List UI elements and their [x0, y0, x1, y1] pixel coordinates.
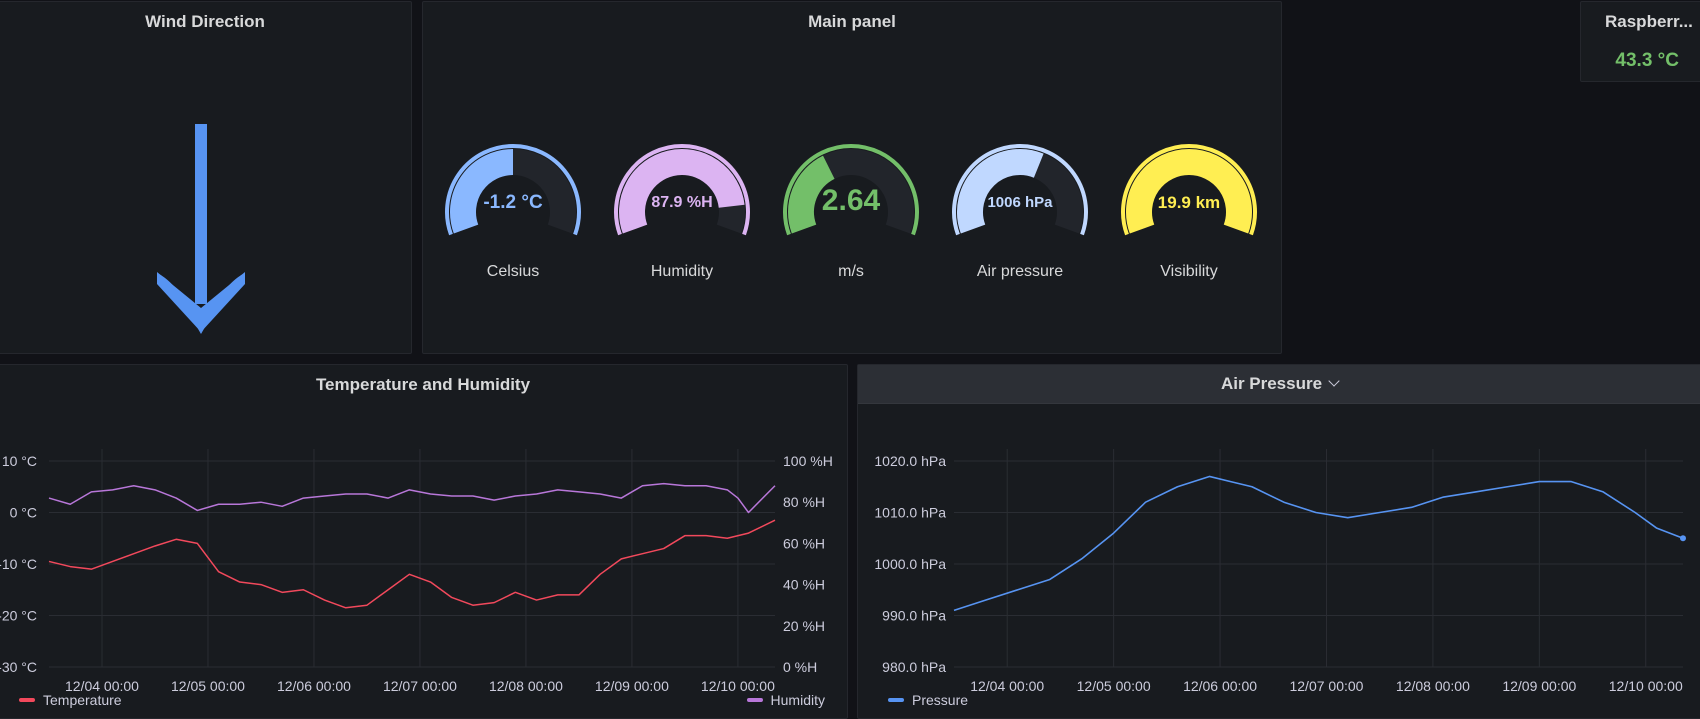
- gauge-air-pressure: 1006 hPa Air pressure: [940, 132, 1100, 280]
- panel-title: Raspberr...: [1605, 12, 1693, 31]
- gauge-threshold-ring: [783, 144, 919, 236]
- y-tick-label: 1000.0 hPa: [874, 556, 946, 572]
- x-tick-label: 12/06 00:00: [277, 678, 351, 694]
- gauge-threshold-ring: [614, 144, 750, 236]
- panel-title: Air Pressure: [1220, 374, 1323, 393]
- y2-tick-label: 20 %H: [783, 618, 825, 634]
- x-tick-label: 12/07 00:00: [1289, 678, 1363, 694]
- legend-label: Temperature: [43, 692, 122, 708]
- y2-tick-label: 100 %H: [783, 453, 833, 469]
- series-line-pressure: [953, 475, 1684, 612]
- air-pressure-panel: Air Pressure 1020.0 hPa 1010.0 hPa 1000.0 …: [857, 364, 1700, 719]
- temperature-humidity-panel: Temperature and Humidity 10 °C 0 °C -10 °C…: [0, 364, 848, 719]
- gauge-m-s: 2.64 m/s: [771, 132, 931, 280]
- y-tick-label: 1020.0 hPa: [874, 453, 946, 469]
- panel-header[interactable]: Air Pressure: [858, 365, 1700, 404]
- y-tick-label: 10 °C: [2, 453, 37, 469]
- y2-tick-label: 60 %H: [783, 535, 825, 551]
- y-tick-label: -20 °C: [0, 608, 37, 624]
- y2-tick-label: 0 %H: [783, 659, 817, 675]
- stat-value: 43.3 °C: [1615, 50, 1679, 71]
- arrow-down-icon: [157, 124, 245, 334]
- legend-item-pressure[interactable]: Pressure: [888, 692, 968, 708]
- x-tick-label: 12/09 00:00: [1502, 678, 1576, 694]
- legend-item-humidity[interactable]: Humidity: [746, 692, 825, 708]
- x-tick-label: 12/10 00:00: [701, 678, 775, 694]
- legend-label: Humidity: [770, 692, 825, 708]
- gauge-value: -1.2 °C: [483, 192, 543, 213]
- y-tick-label: 0 °C: [10, 505, 37, 521]
- y2-tick-label: 40 %H: [783, 577, 825, 593]
- x-tick-label: 12/05 00:00: [171, 678, 245, 694]
- x-tick-label: 12/04 00:00: [970, 678, 1044, 694]
- x-tick-label: 12/07 00:00: [383, 678, 457, 694]
- air-pressure-chart: 1020.0 hPa 1010.0 hPa 1000.0 hPa 990.0 hPa 9…: [874, 449, 1686, 694]
- raspberry-stat-panel: Raspberr... 43.3 °C: [1580, 1, 1700, 82]
- gauge-label: m/s: [838, 263, 864, 280]
- gauge-threshold-ring: [445, 144, 581, 236]
- legend-swatch: [19, 698, 35, 702]
- legend-swatch: [746, 698, 763, 702]
- wind-direction-panel: Wind Direction: [0, 1, 412, 354]
- panel-title: Wind Direction: [145, 12, 265, 31]
- gauge-value: 1006 hPa: [987, 194, 1053, 211]
- x-tick-label: 12/05 00:00: [1077, 678, 1151, 694]
- temperature-humidity-chart: 10 °C 0 °C -10 °C -20 °C -30 °C 100 %H 80 %H 60…: [0, 449, 833, 694]
- panel-title: Temperature and Humidity: [315, 375, 531, 394]
- y-tick-label: -10 °C: [0, 556, 37, 572]
- gauge-fill: [450, 149, 514, 234]
- gauge-visibility: 19.9 km Visibility: [1109, 132, 1269, 280]
- legend-label: Pressure: [912, 692, 969, 708]
- main-panel: Main panel -1.2 °C Celsius 87.9 %H Humidity…: [422, 1, 1282, 354]
- gauge-fill: [1126, 149, 1252, 234]
- chevron-down-icon[interactable]: [1328, 375, 1340, 387]
- gauge-label: Visibility: [1160, 263, 1218, 280]
- x-tick-label: 12/08 00:00: [1396, 678, 1470, 694]
- series-endpoint: [1680, 535, 1686, 542]
- legend-swatch: [888, 698, 904, 702]
- y-tick-label: -30 °C: [0, 659, 37, 675]
- gauge-value: 87.9 %H: [651, 194, 713, 211]
- series-line-temperature: [48, 519, 776, 609]
- x-tick-label: 12/10 00:00: [1609, 678, 1683, 694]
- gauge-label: Celsius: [486, 263, 540, 280]
- legend-item-temperature[interactable]: Temperature: [19, 692, 122, 708]
- y-tick-label: 1010.0 hPa: [874, 505, 946, 521]
- gauge-humidity: 87.9 %H Humidity: [602, 132, 762, 280]
- x-tick-label: 12/06 00:00: [1183, 678, 1257, 694]
- gauge-threshold-ring: [1121, 144, 1257, 236]
- y2-tick-label: 80 %H: [783, 494, 825, 510]
- x-tick-label: 12/04 00:00: [65, 678, 139, 694]
- x-tick-label: 12/09 00:00: [595, 678, 669, 694]
- gauge-celsius: -1.2 °C Celsius: [433, 132, 593, 280]
- gauge-fill: [957, 149, 1044, 234]
- gauge-value: 19.9 km: [1157, 193, 1221, 212]
- gauge-label: Air pressure: [976, 263, 1064, 280]
- gauge-threshold-ring: [952, 144, 1088, 236]
- panel-title: Main panel: [808, 12, 896, 31]
- x-tick-label: 12/08 00:00: [489, 678, 563, 694]
- gauge-fill: [788, 155, 836, 234]
- y-tick-label: 980.0 hPa: [882, 659, 946, 675]
- series-line-humidity: [48, 482, 776, 514]
- gauge-fill: [619, 149, 745, 234]
- gauge-label: Humidity: [650, 263, 714, 280]
- y-tick-label: 990.0 hPa: [882, 608, 946, 624]
- gauge-value: 2.64: [821, 184, 881, 217]
